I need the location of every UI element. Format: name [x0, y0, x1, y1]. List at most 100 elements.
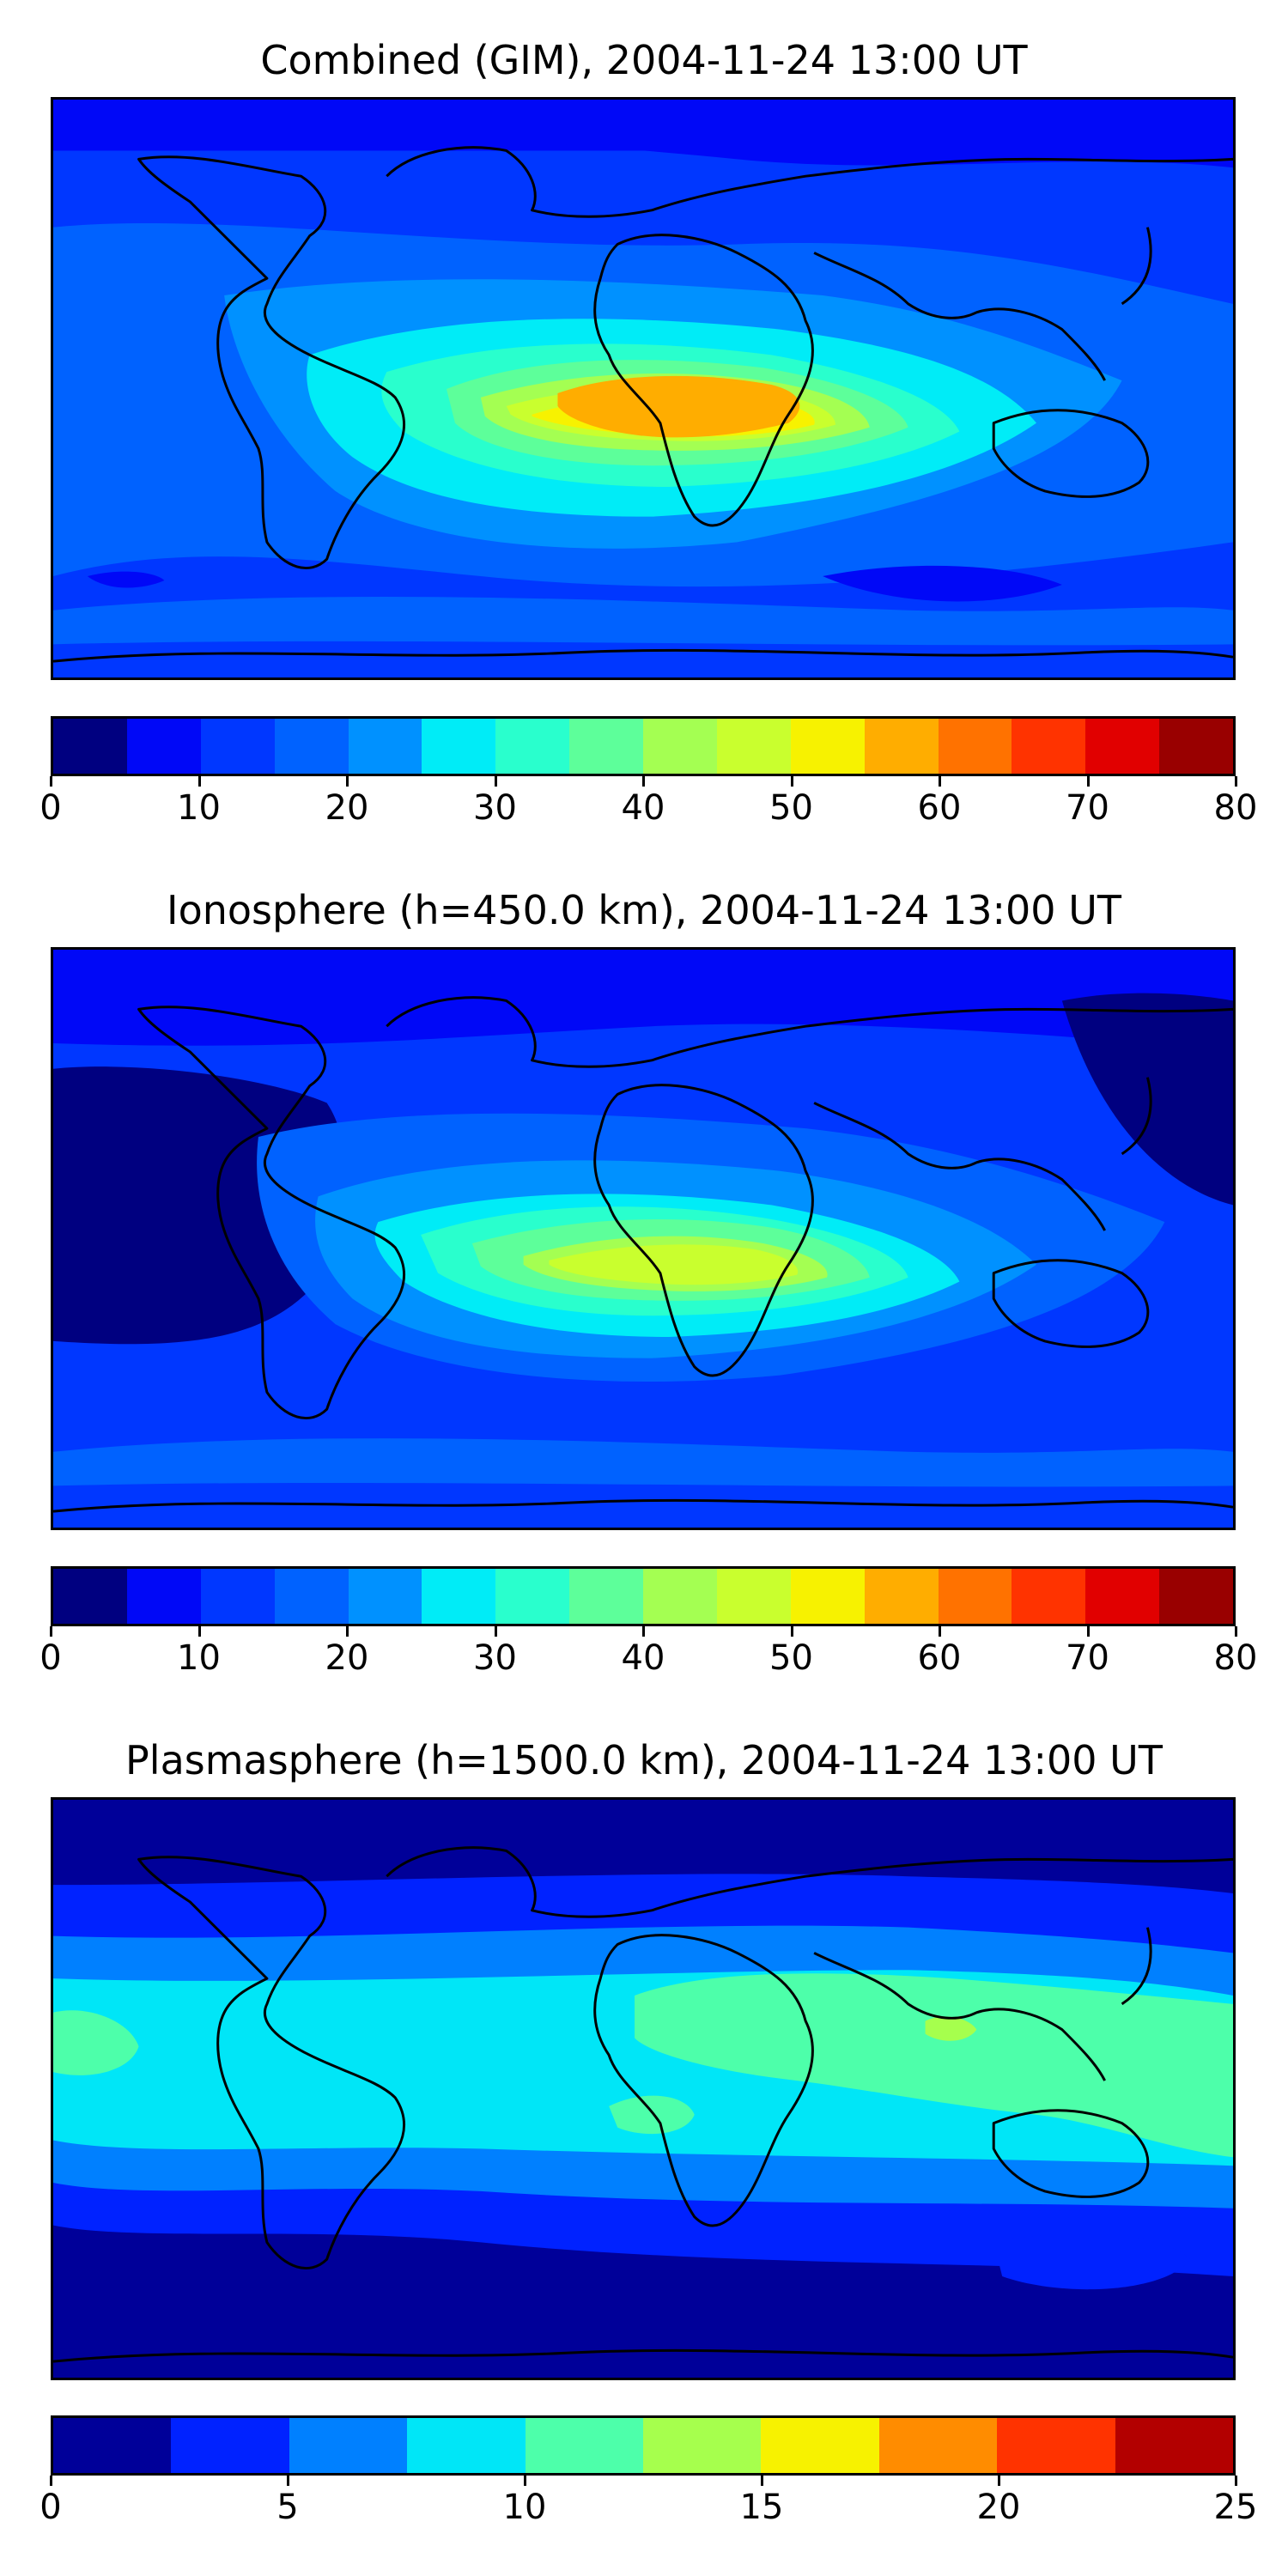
combined-title: Combined (GIM), 2004-11-24 13:00 UT	[260, 37, 1028, 83]
colorbar-swatch	[53, 1569, 127, 1624]
colorbar-tick-label: 20	[325, 1638, 369, 1678]
colorbar-swatch	[997, 2418, 1115, 2473]
combined-map	[51, 97, 1236, 680]
ionosphere-map	[51, 947, 1236, 1530]
colorbar-swatch	[200, 1569, 275, 1624]
colorbar-swatch	[1085, 1569, 1160, 1624]
colorbar-swatch	[569, 719, 643, 774]
colorbar-swatch	[495, 1569, 570, 1624]
colorbar-swatch	[864, 719, 939, 774]
colorbar-tick-label: 40	[621, 788, 665, 828]
colorbar-swatch	[790, 1569, 865, 1624]
colorbar-swatch	[495, 719, 570, 774]
colorbar-tick-label: 10	[177, 788, 221, 828]
colorbar-tick	[524, 2476, 526, 2486]
colorbar-swatch	[1085, 719, 1160, 774]
colorbar-tick	[197, 1626, 201, 1637]
colorbar-tick-label: 5	[276, 2488, 299, 2527]
plasmasphere-map	[51, 1797, 1236, 2380]
colorbar-swatch	[643, 2418, 762, 2473]
colorbar-tick	[494, 776, 497, 787]
colorbar-tick-label: 60	[917, 1638, 962, 1678]
colorbar-swatch	[864, 1569, 939, 1624]
colorbar-tick-label: 20	[976, 2488, 1021, 2527]
colorbar-tick	[939, 776, 941, 787]
colorbar-swatch	[878, 2418, 998, 2473]
colorbar-swatch	[938, 719, 1012, 774]
colorbar-tick	[642, 1626, 645, 1637]
colorbar-tick	[761, 2476, 763, 2486]
colorbar-tick-label: 0	[39, 1638, 62, 1678]
combined-colorbar	[51, 716, 1236, 776]
colorbar-swatch	[938, 1569, 1012, 1624]
colorbar-tick-label: 80	[1213, 1638, 1258, 1678]
ionosphere-colorbar-ticks: 0 10 20 30 40 50 60 70 80	[39, 1626, 1257, 1678]
colorbar-tick	[1235, 776, 1237, 787]
colorbar-swatch	[790, 719, 865, 774]
combined-colorbar-ticks: 0 10 20 30 40 50 60 70 80	[39, 776, 1257, 828]
colorbar-tick	[50, 2476, 52, 2486]
colorbar-tick	[998, 2476, 1000, 2486]
colorbar-tick	[790, 776, 793, 787]
colorbar-swatch	[53, 719, 127, 774]
colorbar-swatch	[716, 1569, 791, 1624]
colorbar-swatch	[422, 1569, 496, 1624]
colorbar-tick-label: 50	[769, 1638, 813, 1678]
colorbar-swatch	[569, 1569, 643, 1624]
colorbar-swatch	[126, 1569, 201, 1624]
colorbar-swatch	[1159, 1569, 1233, 1624]
colorbar-swatch	[422, 719, 496, 774]
colorbar-tick	[494, 1626, 497, 1637]
colorbar-tick	[50, 776, 52, 787]
colorbar-tick-label: 70	[1066, 1638, 1109, 1678]
colorbar-swatch	[171, 2418, 289, 2473]
colorbar-tick-label: 0	[39, 2488, 62, 2527]
colorbar-tick-label: 25	[1213, 2488, 1258, 2527]
plasmasphere-colorbar	[51, 2415, 1236, 2476]
plasmasphere-colorbar-ticks: 0 5 10 15 20 25	[39, 2476, 1257, 2527]
colorbar-tick	[1235, 2476, 1237, 2486]
colorbar-swatch	[274, 719, 349, 774]
colorbar-tick-label: 60	[917, 788, 962, 828]
colorbar-tick	[346, 1626, 349, 1637]
colorbar-tick	[287, 2476, 289, 2486]
colorbar-tick-label: 30	[473, 788, 517, 828]
colorbar-tick	[1086, 1626, 1090, 1637]
colorbar-swatch	[126, 719, 201, 774]
colorbar-tick	[197, 776, 201, 787]
colorbar-swatch	[274, 1569, 349, 1624]
colorbar-tick-label: 10	[502, 2488, 547, 2527]
colorbar-tick-label: 15	[739, 2488, 784, 2527]
colorbar-swatch	[643, 1569, 717, 1624]
colorbar-swatch	[1115, 2418, 1233, 2473]
colorbar-swatch	[1159, 719, 1233, 774]
colorbar-tick	[1235, 1626, 1237, 1637]
colorbar-tick	[1086, 776, 1090, 787]
plasmasphere-title: Plasmasphere (h=1500.0 km), 2004-11-24 1…	[125, 1737, 1163, 1783]
colorbar-tick	[790, 1626, 793, 1637]
colorbar-tick	[642, 776, 645, 787]
colorbar-swatch	[53, 2418, 172, 2473]
colorbar-tick-label: 0	[39, 788, 62, 828]
colorbar-tick-label: 20	[325, 788, 369, 828]
colorbar-tick-label: 80	[1213, 788, 1258, 828]
colorbar-swatch	[289, 2418, 408, 2473]
colorbar-tick-label: 70	[1066, 788, 1109, 828]
colorbar-tick-label: 40	[621, 1638, 665, 1678]
colorbar-swatch	[716, 719, 791, 774]
colorbar-tick-label: 10	[177, 1638, 221, 1678]
colorbar-tick	[50, 1626, 52, 1637]
colorbar-swatch	[761, 2418, 879, 2473]
colorbar-tick-label: 30	[473, 1638, 517, 1678]
colorbar-tick-label: 50	[769, 788, 813, 828]
colorbar-swatch	[1012, 1569, 1086, 1624]
colorbar-swatch	[348, 1569, 422, 1624]
colorbar-swatch	[407, 2418, 526, 2473]
colorbar-tick	[939, 1626, 941, 1637]
colorbar-tick	[346, 776, 349, 787]
colorbar-swatch	[525, 2418, 644, 2473]
colorbar-swatch	[200, 719, 275, 774]
ionosphere-title: Ionosphere (h=450.0 km), 2004-11-24 13:0…	[167, 887, 1121, 933]
ionosphere-colorbar	[51, 1566, 1236, 1626]
colorbar-swatch	[348, 719, 422, 774]
